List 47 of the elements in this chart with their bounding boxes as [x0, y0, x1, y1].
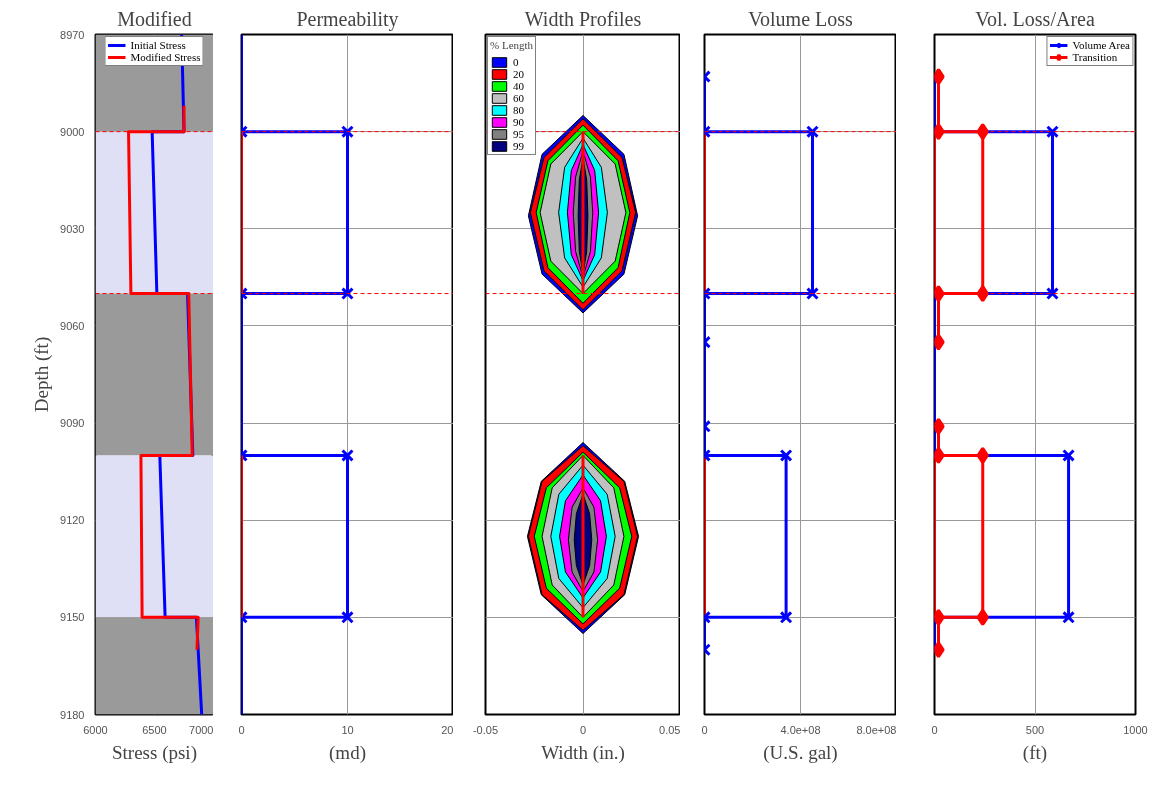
x-tick-label: 6500	[142, 723, 167, 736]
x-tick-label: 0	[701, 723, 708, 736]
y-axis-title: Depth (ft)	[31, 336, 54, 413]
y-tick-label: 9090	[60, 417, 85, 430]
x-tick-label: 500	[1025, 723, 1045, 736]
legend-title: % Length	[490, 39, 534, 51]
x-tick-label: 0	[579, 723, 587, 736]
legend-label: 90	[513, 116, 525, 128]
y-tick-label: 8970	[60, 28, 85, 41]
x-axis-title: (md)	[329, 741, 366, 764]
x-axis-title: Stress (psi)	[112, 741, 197, 764]
chart-title: Permeability	[296, 7, 399, 31]
x-axis-title: (ft)	[1022, 741, 1048, 764]
chart-title: Volume Loss	[748, 7, 854, 30]
y-tick-label: 9180	[60, 708, 85, 721]
y-tick-label: 9030	[60, 222, 85, 235]
x-tick-label: 0.05	[659, 723, 681, 736]
legend-label: 95	[513, 128, 525, 140]
legend-label: Modified Stress	[130, 51, 201, 63]
chart-title: Vol. Loss/Area	[975, 7, 1095, 30]
x-tick-label: 8.0e+08	[856, 723, 897, 736]
legend-label: 80	[513, 104, 525, 116]
x-axis-title: (U.S. gal)	[763, 741, 838, 764]
x-tick-label: 10	[341, 723, 354, 736]
x-tick-label: 4.0e+08	[780, 723, 821, 736]
legend-label: 20	[513, 68, 525, 80]
x-tick-label: 20	[441, 723, 454, 736]
x-tick-label: 0	[238, 723, 245, 736]
chart-title: Width Profiles	[524, 7, 642, 30]
x-tick-label: -0.05	[472, 723, 499, 736]
chart-title: Modified	[117, 7, 192, 30]
legend-label: 0	[513, 56, 520, 68]
legend-label: Transition	[1072, 51, 1118, 63]
legend-label: 99	[513, 140, 525, 152]
x-tick-label: 6000	[83, 723, 108, 736]
y-tick-label: 9150	[60, 611, 85, 624]
y-tick-label: 9120	[60, 514, 85, 527]
y-tick-label: 9060	[60, 319, 85, 332]
y-tick-label: 9000	[60, 125, 85, 138]
x-tick-label: 0	[931, 723, 938, 736]
legend-label: Volume Area	[1072, 39, 1130, 51]
x-tick-label: 1000	[1123, 723, 1148, 736]
legend-label: Initial Stress	[130, 39, 186, 51]
legend-label: 40	[513, 80, 525, 92]
x-axis-title: Width (in.)	[541, 741, 625, 764]
legend-label: 60	[513, 92, 525, 104]
x-tick-label: 7000	[189, 723, 214, 736]
